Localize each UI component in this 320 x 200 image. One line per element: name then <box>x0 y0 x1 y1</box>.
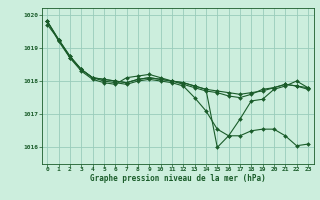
X-axis label: Graphe pression niveau de la mer (hPa): Graphe pression niveau de la mer (hPa) <box>90 174 266 183</box>
